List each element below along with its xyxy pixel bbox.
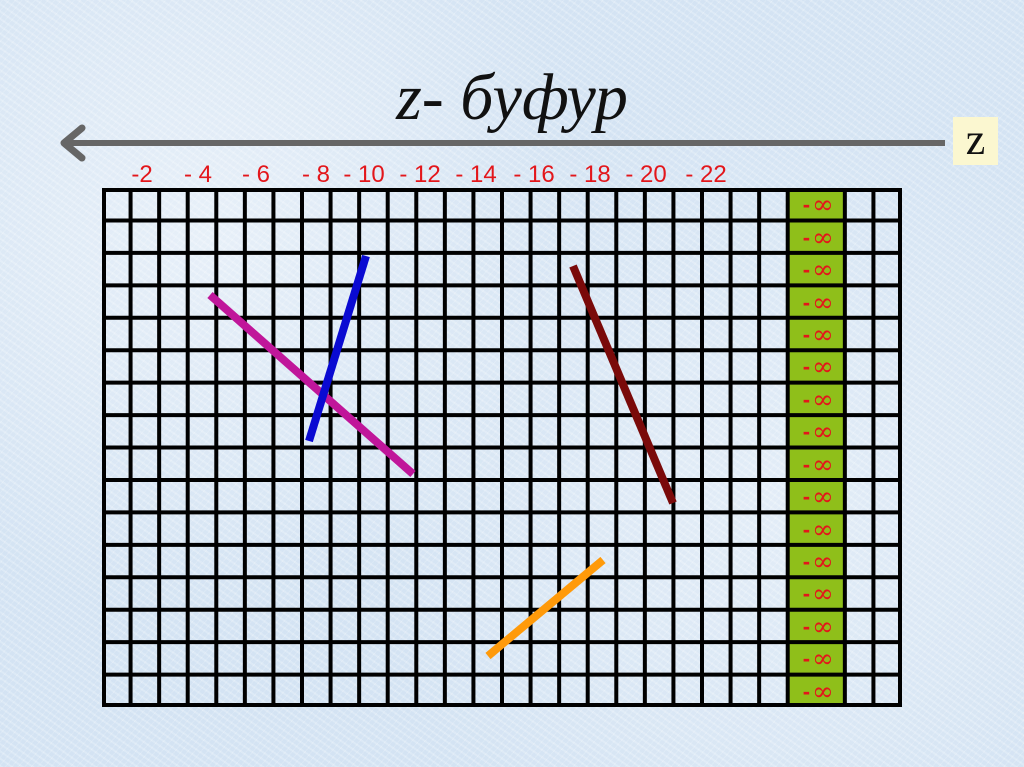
z-buffer-value: - ∞: [802, 579, 834, 610]
depth-label: - 18: [569, 161, 611, 188]
z-buffer-value: - ∞: [802, 255, 834, 286]
z-buffer-value: - ∞: [802, 287, 834, 318]
depth-label: - 10: [343, 161, 385, 188]
z-buffer-value: - ∞: [802, 482, 834, 513]
depth-label: - 20: [625, 161, 667, 188]
z-buffer-value: - ∞: [802, 644, 834, 675]
depth-label: -2: [131, 161, 153, 188]
slide-title: z- буфур: [396, 61, 628, 134]
z-buffer-value: - ∞: [802, 222, 834, 253]
depth-label: - 14: [455, 161, 497, 188]
z-buffer-value: - ∞: [802, 676, 834, 707]
z-buffer-value: - ∞: [802, 417, 834, 448]
z-buffer-value: - ∞: [802, 190, 834, 221]
maroon-segment: [569, 264, 677, 505]
depth-label: - 12: [399, 161, 441, 188]
depth-label: - 6: [241, 161, 271, 188]
depth-label: - 22: [685, 161, 727, 188]
blue-segment: [305, 254, 370, 443]
z-buffer-value: - ∞: [802, 384, 834, 415]
depth-label: - 16: [513, 161, 555, 188]
z-buffer-value: - ∞: [802, 449, 834, 480]
z-buffer-value: - ∞: [802, 514, 834, 545]
magenta-segment: [207, 291, 416, 478]
z-buffer-value: - ∞: [802, 319, 834, 350]
z-buffer-value: - ∞: [802, 352, 834, 383]
z-buffer-value: - ∞: [802, 611, 834, 642]
z-axis-label: z: [953, 117, 998, 165]
depth-label: - 4: [183, 161, 213, 188]
depth-label: - 8: [301, 161, 331, 188]
orange-segment: [485, 556, 606, 660]
z-buffer-value: - ∞: [802, 547, 834, 578]
